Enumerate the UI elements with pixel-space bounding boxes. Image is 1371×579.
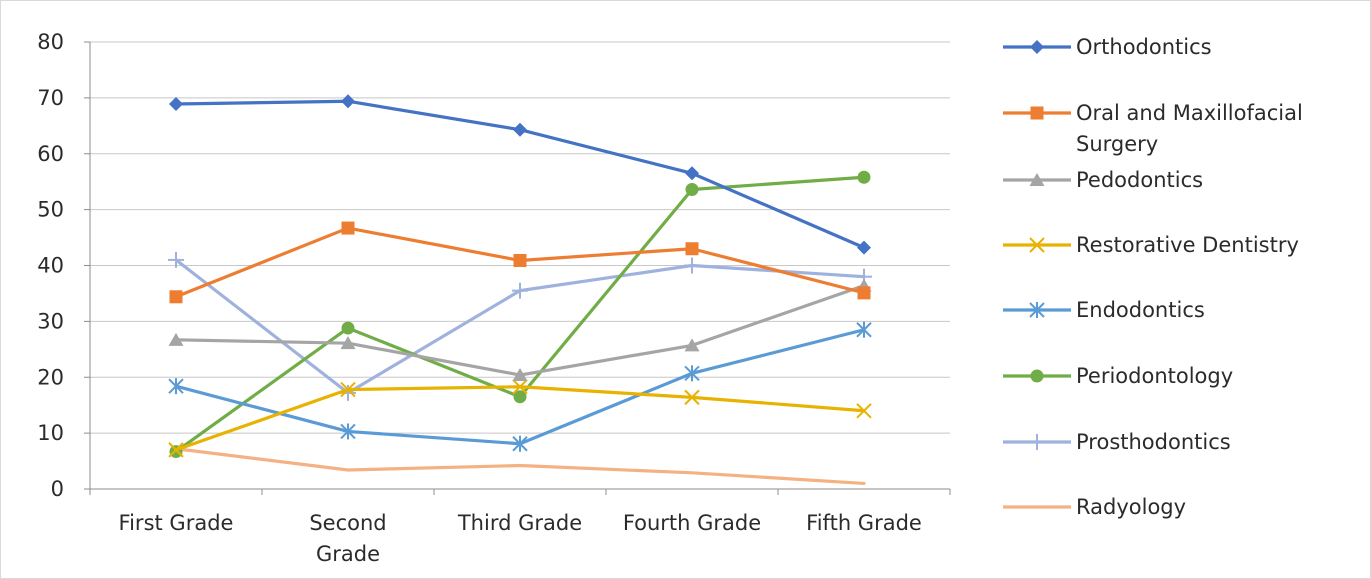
data-point-oral-and-maxillofacial-surgery <box>341 221 355 235</box>
series-endodontics <box>168 321 872 452</box>
gridlines <box>90 41 950 434</box>
data-point-endodontics <box>512 435 528 452</box>
x-tick-label: Fourth Grade <box>623 511 761 535</box>
data-point-orthodontics <box>685 166 699 181</box>
y-tick-label: 30 <box>37 309 64 333</box>
y-tick-label: 0 <box>51 477 64 501</box>
legend-marker <box>1029 173 1045 186</box>
series-orthodontics <box>169 94 871 255</box>
y-tick-label: 50 <box>37 198 64 222</box>
data-point-restorative-dentistry <box>168 442 184 458</box>
legend: Orthodontics Oral and Maxillofacial Surger… <box>1003 35 1303 519</box>
data-point-orthodontics <box>341 94 355 109</box>
legend-item-orthodontics: Orthodontics <box>1003 35 1212 59</box>
data-point-prosthodontics <box>512 282 528 299</box>
data-point-restorative-dentistry <box>340 381 356 398</box>
data-point-pedodontics <box>684 338 700 352</box>
data-point-endodontics <box>340 423 356 440</box>
data-point-restorative-dentistry <box>512 379 528 395</box>
y-tick-label: 80 <box>37 30 64 54</box>
data-point-restorative-dentistry <box>684 389 700 406</box>
series-periodontology <box>169 170 871 459</box>
axes: 0 10 20 30 40 50 60 70 80 First Grade Second Grade T… <box>37 30 951 566</box>
data-point-orthodontics <box>169 97 183 112</box>
data-point-oral-and-maxillofacial-surgery <box>513 253 527 267</box>
legend-label: Periodontology <box>1076 364 1233 388</box>
data-point-prosthodontics <box>168 251 184 268</box>
data-point-periodontology <box>857 170 871 184</box>
x-tick-label: Third Grade <box>457 511 582 535</box>
legend-item-oral-and-maxillofacial-surgery: Oral and Maxillofacial Surgery <box>1003 101 1303 156</box>
series-restorative-dentistry <box>168 379 872 458</box>
legend-label: Restorative Dentistry <box>1076 233 1299 257</box>
series-group <box>168 94 872 486</box>
data-point-oral-and-maxillofacial-surgery <box>169 290 183 304</box>
data-point-orthodontics <box>513 122 527 137</box>
legend-item-pedodontics: Pedodontics <box>1003 168 1203 192</box>
data-point-periodontology <box>341 321 355 335</box>
data-point-pedodontics <box>168 332 184 346</box>
x-tick-label: First Grade <box>119 511 234 535</box>
series-line-radyology <box>174 447 866 486</box>
data-point-oral-and-maxillofacial-surgery <box>857 286 871 300</box>
legend-label: Oral and Maxillofacial Surgery <box>1076 101 1303 156</box>
legend-marker <box>1030 369 1044 383</box>
legend-label: Radyology <box>1076 495 1186 519</box>
legend-marker <box>1030 40 1044 54</box>
legend-marker <box>1029 434 1045 450</box>
series-oral-and-maxillofacial-surgery <box>169 221 871 304</box>
legend-item-prosthodontics: Prosthodontics <box>1003 430 1231 454</box>
series-radyology <box>174 447 866 486</box>
legend-item-radyology: Radyology <box>1003 495 1186 519</box>
data-point-pedodontics <box>340 336 356 350</box>
x-tick-label: Fifth Grade <box>806 511 922 535</box>
legend-marker <box>1029 302 1045 318</box>
legend-item-endodontics: Endodontics <box>1003 298 1205 322</box>
legend-label: Endodontics <box>1076 298 1205 322</box>
data-point-endodontics <box>684 365 700 382</box>
data-point-oral-and-maxillofacial-surgery <box>685 242 699 256</box>
data-point-restorative-dentistry <box>856 403 872 419</box>
legend-label: Prosthodontics <box>1076 430 1231 454</box>
y-tick-label: 10 <box>37 421 64 445</box>
data-point-orthodontics <box>857 240 871 255</box>
legend-label: Orthodontics <box>1076 35 1212 59</box>
data-point-periodontology <box>685 183 699 197</box>
y-tick-label: 40 <box>37 254 64 278</box>
data-point-endodontics <box>856 321 872 338</box>
legend-marker <box>1029 237 1045 253</box>
series-prosthodontics <box>168 251 872 401</box>
legend-item-restorative-dentistry: Restorative Dentistry <box>1003 233 1299 257</box>
y-tick-label: 70 <box>37 86 64 110</box>
x-tick-label: Second Grade <box>309 511 386 566</box>
legend-label: Pedodontics <box>1076 168 1203 192</box>
data-point-endodontics <box>168 378 184 395</box>
data-point-pedodontics <box>512 368 528 382</box>
legend-item-periodontology: Periodontology <box>1003 364 1233 388</box>
legend-marker <box>1030 106 1044 120</box>
y-tick-label: 20 <box>37 365 64 389</box>
y-tick-label: 60 <box>37 142 64 166</box>
data-point-periodontology <box>513 390 527 404</box>
data-point-prosthodontics <box>684 257 700 274</box>
